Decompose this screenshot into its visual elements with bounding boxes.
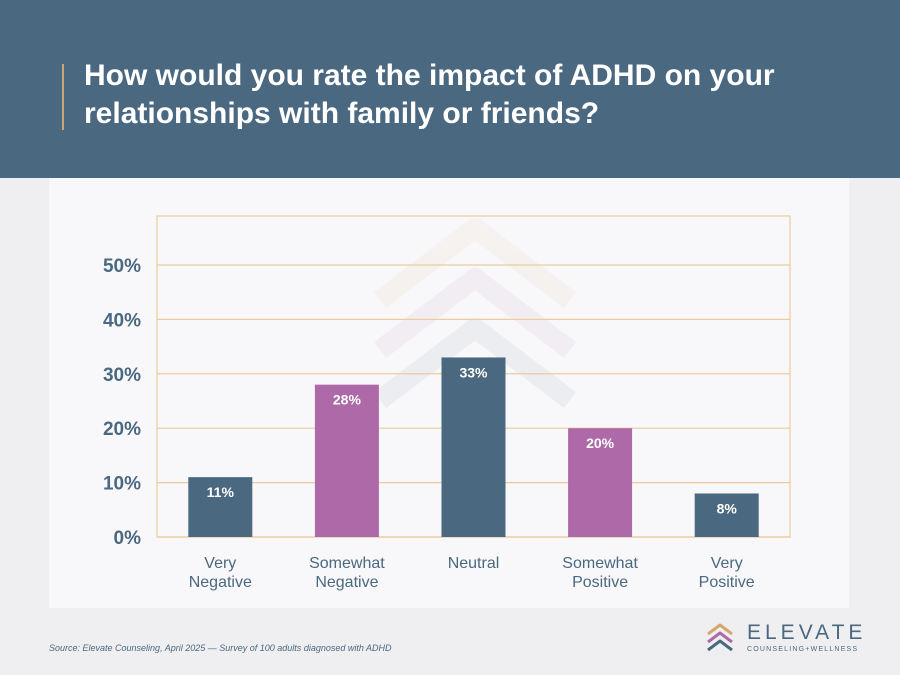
source-note: Source: Elevate Counseling, April 2025 —… bbox=[49, 643, 392, 653]
logo-wordmark: ELEVATE bbox=[747, 621, 867, 644]
x-tick-label: Negative bbox=[189, 574, 252, 591]
x-tick-label: Negative bbox=[315, 574, 378, 591]
x-tick-label: Very bbox=[204, 555, 236, 572]
y-tick-label: 20% bbox=[103, 419, 141, 440]
title-accent-line bbox=[62, 64, 64, 130]
y-tick-label: 0% bbox=[114, 528, 142, 549]
x-tick-label: Neutral bbox=[448, 555, 500, 572]
bar bbox=[314, 384, 379, 537]
x-tick-label: Somewhat bbox=[309, 555, 385, 572]
header-banner: How would you rate the impact of ADHD on… bbox=[0, 0, 900, 178]
bar bbox=[441, 357, 506, 537]
elevate-logo: ELEVATE COUNSELING+WELLNESS bbox=[705, 620, 862, 660]
logo-tagline: COUNSELING+WELLNESS bbox=[747, 646, 859, 653]
y-tick-label: 50% bbox=[103, 256, 141, 277]
bar-value-label: 8% bbox=[717, 500, 738, 516]
y-tick-label: 10% bbox=[103, 474, 141, 495]
x-tick-label: Positive bbox=[699, 574, 755, 591]
watermark-chevron-icon bbox=[373, 218, 577, 408]
page-title: How would you rate the impact of ADHD on… bbox=[84, 59, 775, 130]
y-tick-label: 40% bbox=[103, 310, 141, 331]
bar-value-label: 20% bbox=[586, 435, 615, 451]
bar-value-label: 28% bbox=[333, 392, 362, 408]
elevate-chevron-logo-icon bbox=[707, 623, 733, 652]
bar bbox=[694, 493, 759, 537]
bar-value-label: 11% bbox=[207, 484, 235, 500]
y-tick-label: 30% bbox=[103, 365, 141, 386]
bar bbox=[568, 428, 633, 537]
x-tick-label: Somewhat bbox=[562, 555, 638, 572]
bar bbox=[188, 477, 253, 537]
bar-value-label: 33% bbox=[459, 364, 488, 380]
x-tick-label: Very bbox=[711, 555, 743, 572]
x-tick-label: Positive bbox=[572, 574, 628, 591]
